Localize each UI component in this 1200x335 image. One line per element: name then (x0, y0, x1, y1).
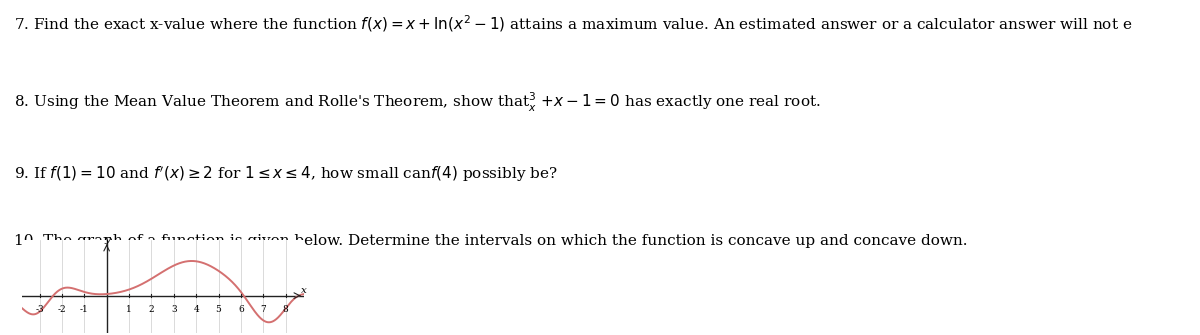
Text: 6: 6 (238, 305, 244, 314)
Text: 2: 2 (149, 305, 155, 314)
Text: y: y (104, 235, 110, 244)
Text: 9. If $f(1) = 10$ and $f'(x) \geq 2$ for $1 \leq x \leq 4$, how small can$f(4)$ : 9. If $f(1) = 10$ and $f'(x) \geq 2$ for… (14, 164, 558, 184)
Text: 7: 7 (260, 305, 266, 314)
Text: -1: -1 (80, 305, 89, 314)
Text: -2: -2 (58, 305, 66, 314)
Text: 5: 5 (216, 305, 222, 314)
Text: 1: 1 (126, 305, 132, 314)
Text: 4: 4 (193, 305, 199, 314)
Text: 8: 8 (283, 305, 288, 314)
Text: -3: -3 (35, 305, 44, 314)
Text: 8. Using the Mean Value Theorem and Rolle's Theorem, show that$_x^3$ $+ x - 1 = : 8. Using the Mean Value Theorem and Roll… (14, 90, 821, 114)
Text: 7. Find the exact x-value where the function $f(x) = x + \ln(x^2 - 1)$ attains a: 7. Find the exact x-value where the func… (14, 13, 1133, 34)
Text: 3: 3 (170, 305, 176, 314)
Text: x: x (301, 286, 307, 295)
Text: 10. The graph of a function is given below. Determine the intervals on which the: 10. The graph of a function is given bel… (14, 234, 968, 249)
